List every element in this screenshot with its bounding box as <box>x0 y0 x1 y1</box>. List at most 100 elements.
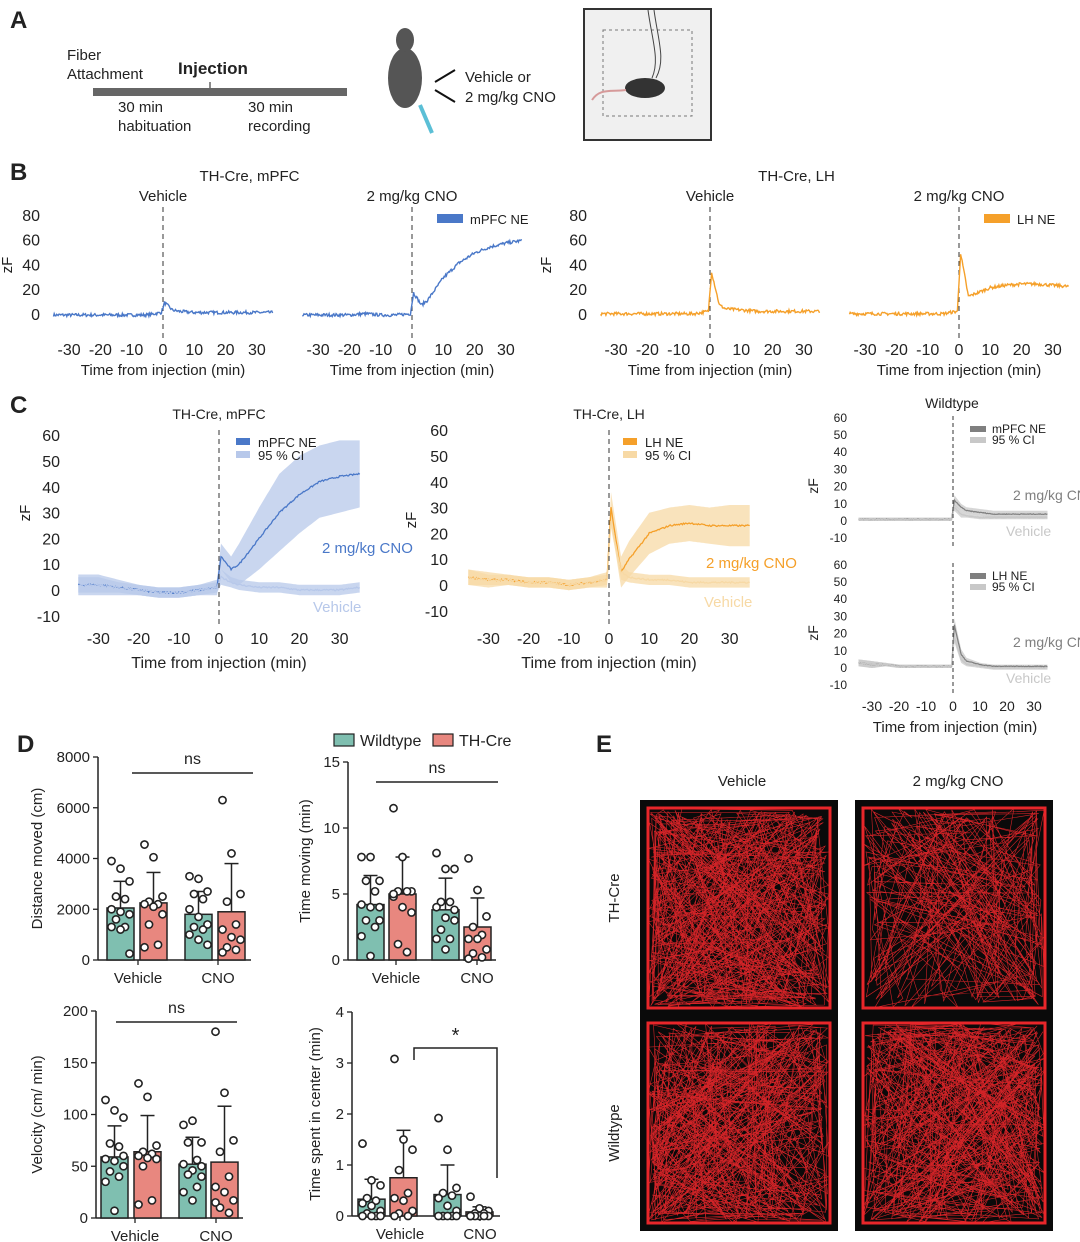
data-point <box>466 1211 475 1221</box>
y-tick-label: 200 <box>63 1003 88 1020</box>
data-point <box>134 1200 143 1209</box>
data-point <box>450 864 459 874</box>
x-tick-label: -20 <box>889 698 909 714</box>
y-tick-label: -10 <box>425 604 448 621</box>
legend-label: Wildtype <box>360 733 421 750</box>
series-annotation: Vehicle <box>1006 670 1051 686</box>
data-point <box>408 1145 417 1155</box>
x-tick-label: CNO <box>201 970 234 987</box>
data-point <box>218 795 227 805</box>
x-axis-label: Time from injection (min) <box>873 719 1037 736</box>
column-label: Vehicle <box>718 773 766 790</box>
y-tick-label: 0 <box>80 1210 88 1227</box>
x-tick-label: -10 <box>120 342 143 359</box>
legend-label: mPFC NE <box>992 422 1046 436</box>
treatment-label: 2 mg/kg CNO <box>465 89 556 106</box>
data-point <box>450 916 459 925</box>
data-point <box>402 886 412 896</box>
data-point <box>116 907 125 917</box>
data-point <box>357 852 366 862</box>
data-point <box>375 902 384 912</box>
timeline-label: Attachment <box>67 66 144 83</box>
timeline-bar <box>93 88 347 96</box>
data-point <box>441 945 450 954</box>
x-tick-label: 20 <box>217 342 235 359</box>
x-tick-label: 20 <box>291 631 309 648</box>
data-point <box>183 1138 193 1147</box>
data-point <box>445 897 455 907</box>
arena-center-zone <box>602 29 693 117</box>
data-point <box>357 931 366 941</box>
y-tick-label: 20 <box>569 282 587 299</box>
x-tick-label: CNO <box>199 1228 232 1242</box>
timeline-label: 30 min <box>118 99 163 116</box>
x-tick-label: -10 <box>369 342 392 359</box>
x-tick-label: Vehicle <box>372 970 420 987</box>
y-tick-label: 50 <box>42 454 60 471</box>
data-point <box>370 886 380 896</box>
y-tick-label: 40 <box>430 475 448 492</box>
y-tick-label: 150 <box>63 1055 88 1072</box>
x-tick-label: 0 <box>159 342 168 359</box>
y-tick-label: 4 <box>336 1004 344 1021</box>
x-tick-label: -20 <box>89 342 112 359</box>
data-point <box>447 1191 457 1200</box>
data-point <box>367 1175 376 1185</box>
data-point <box>192 1182 202 1192</box>
data-point <box>468 949 478 958</box>
legend-label: mPFC NE <box>258 435 317 450</box>
legend-swatch <box>623 451 637 458</box>
y-axis-label: zF <box>805 625 821 641</box>
data-point <box>399 1196 408 1206</box>
y-tick-label: 100 <box>63 1107 88 1124</box>
subplot-title: 2 mg/kg CNO <box>914 188 1005 205</box>
x-tick-label: -30 <box>605 342 628 359</box>
data-point <box>120 894 130 904</box>
data-point <box>211 1198 220 1207</box>
data-point <box>477 952 487 962</box>
data-point <box>443 1201 452 1211</box>
data-point <box>443 1211 452 1221</box>
x-tick-label: 0 <box>706 342 715 359</box>
bar <box>463 926 492 961</box>
y-tick-label: 0 <box>578 307 587 324</box>
x-tick-label: 10 <box>732 342 750 359</box>
legend-swatch-wildtype <box>333 733 355 747</box>
data-point <box>220 1187 229 1197</box>
data-point <box>357 900 366 909</box>
data-point <box>441 913 450 923</box>
y-tick-label: -10 <box>830 531 848 545</box>
legend-label: 95 % CI <box>258 448 304 463</box>
data-point <box>231 920 241 929</box>
data-point <box>432 934 441 944</box>
data-point <box>361 916 371 925</box>
y-tick-label: 0 <box>51 583 60 600</box>
subplot-title: 2 mg/kg CNO <box>367 188 458 205</box>
mean-line <box>858 506 1048 521</box>
data-point <box>179 1120 188 1130</box>
x-tick-label: -10 <box>916 342 939 359</box>
data-point <box>101 1177 110 1187</box>
column-label: 2 mg/kg CNO <box>913 773 1004 790</box>
y-tick-label: 0 <box>332 952 340 969</box>
series-annotation: Vehicle <box>704 594 752 611</box>
data-point <box>445 934 455 944</box>
y-tick-label: 4000 <box>57 851 90 868</box>
data-point <box>194 935 203 945</box>
syringe-icon <box>418 104 434 134</box>
data-point <box>143 1092 152 1102</box>
y-tick-label: 60 <box>430 423 448 440</box>
data-point <box>215 1147 225 1157</box>
x-tick-label: -30 <box>862 698 882 714</box>
data-point <box>376 1211 385 1221</box>
y-axis-label: zF <box>805 478 821 494</box>
data-point <box>393 939 403 949</box>
significance-label: ns <box>168 1000 185 1017</box>
y-tick-label: 10 <box>323 820 340 837</box>
data-point <box>375 876 384 886</box>
data-point <box>398 902 407 912</box>
y-tick-label: 30 <box>430 501 448 518</box>
data-point <box>376 1181 385 1190</box>
data-point <box>138 1161 148 1171</box>
data-point <box>119 1161 128 1171</box>
